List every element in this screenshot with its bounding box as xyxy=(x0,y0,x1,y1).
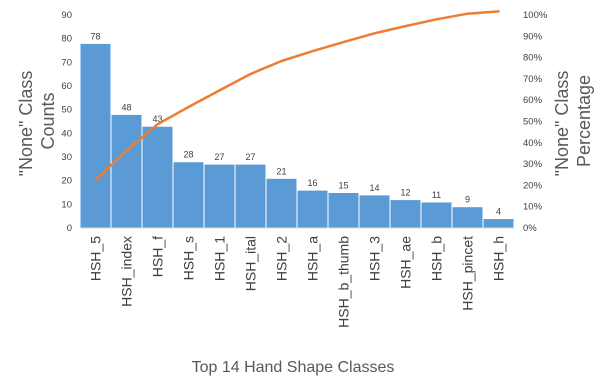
right-tick-label: 100% xyxy=(523,10,548,21)
left-tick-label: 50 xyxy=(61,105,72,116)
x-axis-title: Top 14 Hand Shape Classes xyxy=(192,359,395,376)
left-axis-title-line-1: "None" Class xyxy=(16,71,36,177)
right-axis-title-line-1: "None" Class xyxy=(552,71,572,177)
category-label: HSH_2 xyxy=(274,236,290,281)
left-axis-title: "None" Class Counts xyxy=(16,66,58,177)
right-tick-label: 30% xyxy=(523,159,543,170)
data-label: 15 xyxy=(338,181,348,191)
category-label: HSH_1 xyxy=(212,236,228,281)
left-tick-label: 60 xyxy=(61,81,72,92)
cumulative-percentage-line xyxy=(94,10,500,182)
right-axis-title: "None" Class Percentage xyxy=(552,66,594,177)
bar-HSH_2 xyxy=(265,177,298,229)
left-tick-label: 70 xyxy=(61,57,72,68)
data-label: 78 xyxy=(90,31,100,41)
bar-HSH_a xyxy=(296,189,329,229)
bar-HSH_f xyxy=(141,125,174,229)
left-tick-label: 0 xyxy=(67,223,72,234)
bar-HSH_1 xyxy=(203,163,236,229)
bar-HSH_3 xyxy=(358,194,391,229)
data-label: 43 xyxy=(152,114,162,124)
data-label: 48 xyxy=(121,102,131,112)
bar-HSH_5 xyxy=(79,42,112,229)
right-tick-label: 40% xyxy=(523,138,543,149)
left-axis-ticks: 0 10 20 30 40 50 60 70 80 90 xyxy=(61,10,72,234)
right-axis-title-line-2: Percentage xyxy=(574,75,594,167)
right-tick-label: 60% xyxy=(523,95,543,106)
data-labels: 78 48 43 28 27 27 21 16 15 14 12 11 9 4 xyxy=(90,31,501,216)
left-tick-label: 10 xyxy=(61,199,72,210)
right-axis-ticks: 0% 10% 20% 30% 40% 50% 60% 70% 80% 90% 100% xyxy=(523,10,548,234)
right-tick-label: 10% xyxy=(523,202,543,213)
right-tick-label: 50% xyxy=(523,117,543,128)
category-label: HSH_3 xyxy=(367,236,383,281)
bar-HSH_b_thumb xyxy=(327,192,360,229)
bar-HSH_b xyxy=(420,201,453,229)
data-label: 12 xyxy=(400,188,410,198)
right-tick-label: 0% xyxy=(523,223,537,234)
bar-HSH_index xyxy=(110,113,143,229)
bar-HSH_ital xyxy=(234,163,267,229)
left-tick-label: 40 xyxy=(61,128,72,139)
left-tick-label: 20 xyxy=(61,176,72,187)
data-label: 27 xyxy=(214,152,224,162)
data-label: 21 xyxy=(276,166,286,176)
data-label: 14 xyxy=(369,183,379,193)
left-tick-label: 30 xyxy=(61,152,72,163)
category-label: HSH_b_thumb xyxy=(336,236,352,328)
data-label: 9 xyxy=(465,195,470,205)
category-label: HSH_s xyxy=(181,236,197,280)
bar-HSH_h xyxy=(482,218,515,229)
category-label: HSH_a xyxy=(305,236,321,281)
right-tick-label: 80% xyxy=(523,53,543,64)
data-label: 11 xyxy=(432,190,441,200)
category-label: HSH_pincet xyxy=(460,236,476,311)
category-label: HSH_b xyxy=(429,236,445,281)
category-label: HSH_ae xyxy=(398,236,414,289)
bar-HSH_pincet xyxy=(451,206,484,229)
category-labels: HSH_5 HSH_index HSH_f HSH_s HSH_1 HSH_ital HSH… xyxy=(88,236,507,328)
category-label: HSH_5 xyxy=(88,236,104,281)
bar-HSH_s xyxy=(172,161,205,229)
category-label: HSH_index xyxy=(119,236,135,307)
right-tick-label: 90% xyxy=(523,31,543,42)
bar-HSH_ae xyxy=(389,199,422,229)
right-tick-label: 70% xyxy=(523,74,543,85)
data-label: 16 xyxy=(307,178,317,188)
data-label: 27 xyxy=(245,152,255,162)
bar-series xyxy=(79,42,515,229)
left-tick-label: 80 xyxy=(61,34,72,45)
left-axis-title-line-2: Counts xyxy=(38,92,58,149)
right-tick-label: 20% xyxy=(523,180,543,191)
category-label: HSH_ital xyxy=(243,236,259,291)
category-label: HSH_f xyxy=(150,236,166,277)
data-label: 28 xyxy=(183,150,193,160)
left-tick-label: 90 xyxy=(61,10,72,21)
category-label: HSH_h xyxy=(491,236,507,281)
data-label: 4 xyxy=(496,207,501,217)
